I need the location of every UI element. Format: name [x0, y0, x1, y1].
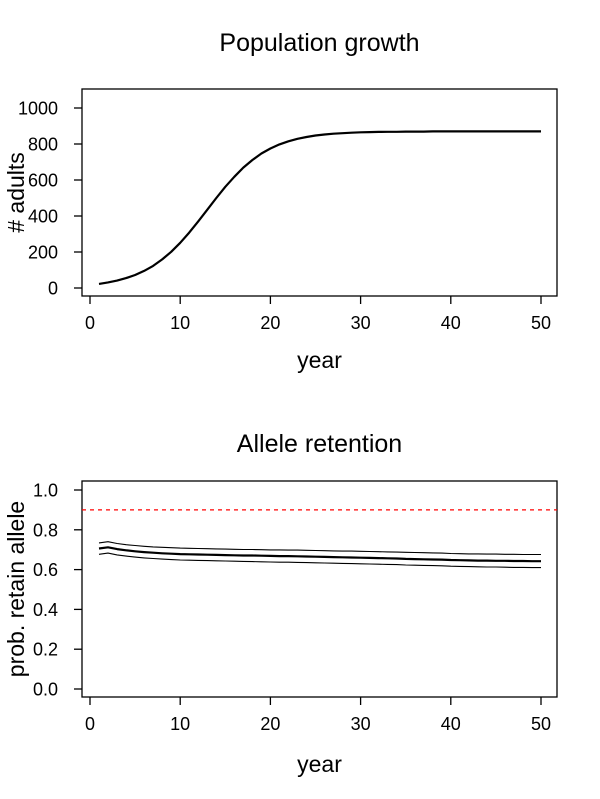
x-tick-label: 30	[351, 714, 371, 734]
y-axis-label: # adults	[3, 152, 29, 233]
y-tick-label: 400	[28, 207, 58, 227]
plot-title: Population growth	[219, 29, 419, 57]
plot-box	[81, 480, 558, 698]
y-tick-label: 0.2	[33, 640, 58, 660]
y-tick-label: 0.0	[33, 680, 58, 700]
y-tick-label: 800	[28, 135, 58, 155]
y-tick-label: 600	[28, 171, 58, 191]
x-tick-label: 40	[441, 313, 461, 333]
y-tick-label: 200	[28, 243, 58, 263]
y-axis-label: prob. retain allele	[3, 501, 29, 677]
series-line	[98, 552, 541, 569]
plot-title: Allele retention	[237, 430, 402, 458]
plot-box	[81, 88, 558, 297]
x-axis-label: year	[297, 751, 342, 777]
x-tick-label: 10	[170, 313, 190, 333]
series-line	[98, 130, 541, 285]
population-growth-plot: 0 10 20 30 40 50 0 200 400 600 800 1000 Population …	[3, 29, 558, 373]
x-axis-label: year	[297, 347, 342, 373]
x-tick-label: 0	[85, 313, 95, 333]
y-tick-label: 0	[48, 279, 58, 299]
series-line	[98, 546, 541, 563]
x-tick-label: 30	[351, 313, 371, 333]
x-tick-label: 50	[531, 714, 551, 734]
x-tick-label: 10	[170, 714, 190, 734]
y-tick-label: 0.8	[33, 520, 58, 540]
series-line	[98, 541, 541, 556]
y-tick-label: 0.6	[33, 560, 58, 580]
x-tick-label: 40	[441, 714, 461, 734]
allele-retention-plot: 0 10 20 30 40 50 0.0 0.2 0.4 0.6 0.8 1.0 Allele ret…	[3, 430, 558, 777]
y-tick-label: 1.0	[33, 481, 58, 501]
y-tick-label: 1000	[18, 99, 58, 119]
y-tick-label: 0.4	[33, 600, 58, 620]
x-tick-label: 0	[85, 714, 95, 734]
x-tick-label: 50	[531, 313, 551, 333]
x-tick-label: 20	[260, 313, 280, 333]
x-tick-label: 20	[260, 714, 280, 734]
